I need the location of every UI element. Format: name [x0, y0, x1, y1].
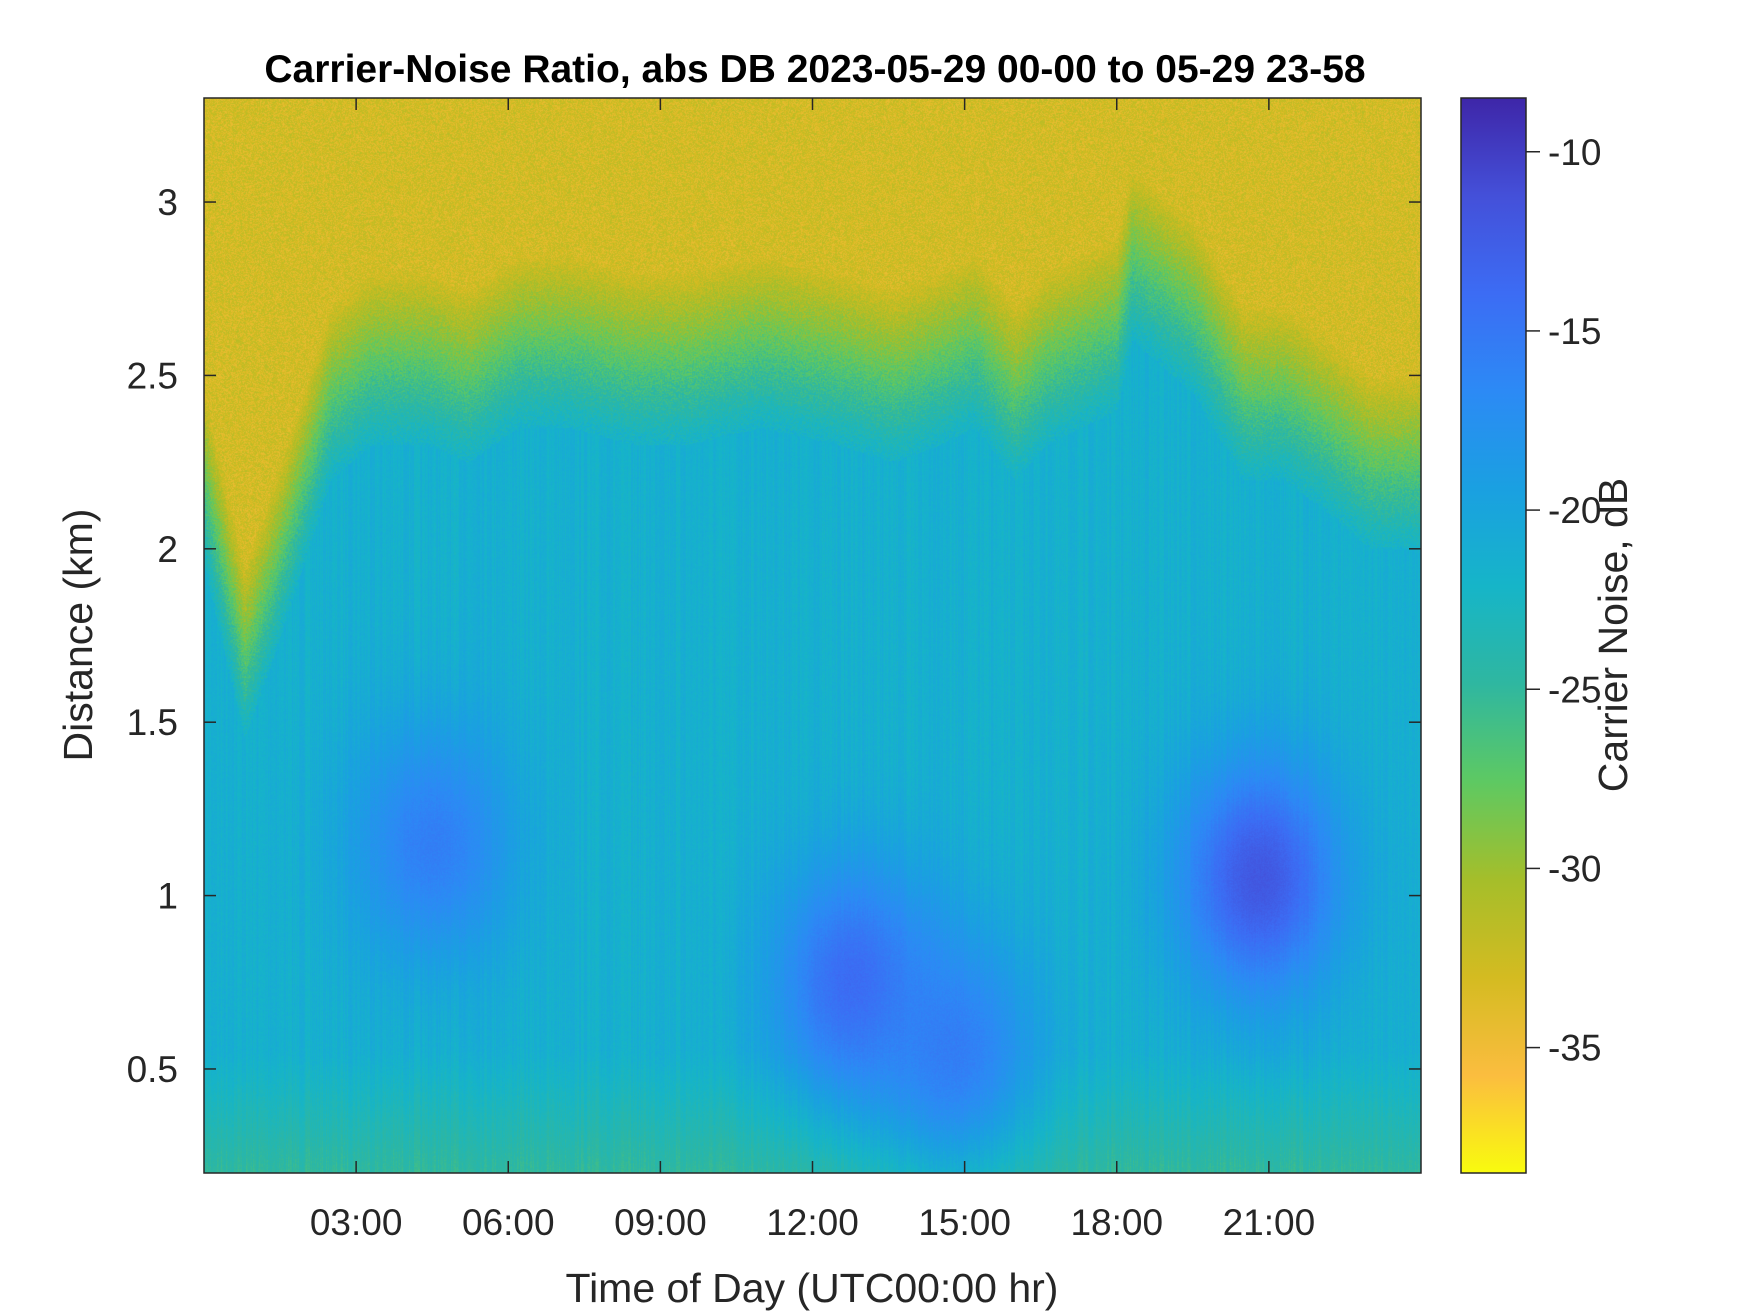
- heatmap-area: [204, 98, 1421, 1173]
- x-tick-label: 21:00: [1223, 1202, 1316, 1243]
- colorbar-label: Carrier Noise, dB: [1590, 478, 1636, 792]
- colorbar-tick-label: -30: [1548, 848, 1601, 889]
- x-tick-label: 03:00: [310, 1202, 403, 1243]
- colorbar: [1460, 97, 1527, 1174]
- y-tick-label: 3: [157, 182, 178, 223]
- colorbar-tick-label: -35: [1548, 1028, 1601, 1069]
- colorbar-tick-label: -25: [1548, 669, 1601, 710]
- x-tick-label: 09:00: [614, 1202, 707, 1243]
- x-tick-label: 06:00: [462, 1202, 555, 1243]
- x-tick-label: 15:00: [918, 1202, 1011, 1243]
- y-tick-label: 2.5: [127, 355, 178, 396]
- colorbar-tick-label: -15: [1548, 311, 1601, 352]
- colorbar-tick-label: -20: [1548, 490, 1601, 531]
- colorbar-ticks: -10 -15 -20 -25 -30 -35: [1526, 132, 1601, 1069]
- y-tick-label: 1.5: [127, 702, 178, 743]
- x-axis-ticks: 03:00 06:00 09:00 12:00 15:00 18:00 21:00: [310, 98, 1315, 1243]
- y-axis-label: Distance (km): [55, 509, 101, 762]
- y-tick-label: 2: [157, 529, 178, 570]
- y-axis-ticks: 0.5 1 1.5 2 2.5 3: [127, 182, 1421, 1090]
- y-tick-label: 1: [157, 876, 178, 917]
- chart-title: Carrier-Noise Ratio, abs DB 2023-05-29 0…: [264, 48, 1365, 91]
- y-tick-label: 0.5: [127, 1049, 178, 1090]
- x-axis-label: Time of Day (UTC00:00 hr): [566, 1265, 1059, 1311]
- heatmap-canvas: [204, 98, 1421, 1173]
- x-tick-label: 18:00: [1070, 1202, 1163, 1243]
- colorbar-tick-label: -10: [1548, 132, 1601, 173]
- x-tick-label: 12:00: [766, 1202, 859, 1243]
